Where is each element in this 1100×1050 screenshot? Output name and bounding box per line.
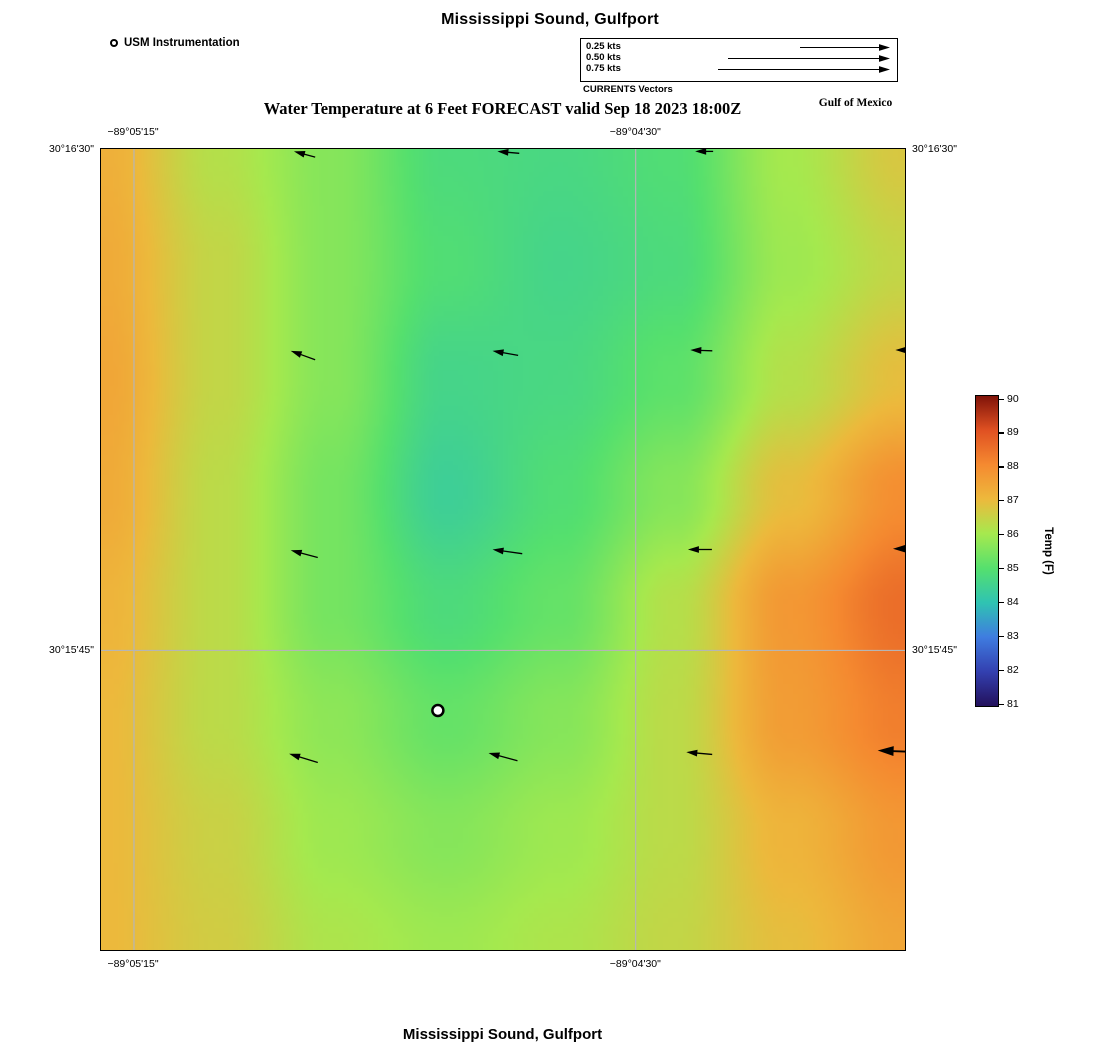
temperature-map: [100, 148, 906, 951]
figure-title-bottom: Mississippi Sound, Gulfport: [402, 1026, 603, 1043]
colorbar-tick-label: 88: [1007, 460, 1019, 473]
axis-tick-label: −89°05'15": [107, 126, 159, 138]
axis-tick-label: 30°15'45": [49, 643, 94, 656]
current-vector-arrow: [497, 149, 520, 156]
colorbar-tick-label: 85: [1007, 561, 1019, 574]
map-overlay: [101, 149, 905, 950]
current-vector-arrow: [895, 347, 905, 354]
current-speed-arrows: [718, 44, 890, 73]
current-vector-arrow: [289, 753, 318, 764]
axis-tick-label: −89°05'15": [107, 958, 159, 970]
current-vector-arrow: [492, 349, 519, 357]
current-speed-label: 0.50 kts: [586, 52, 621, 63]
legend-arrow: [728, 55, 890, 62]
current-vector-arrow: [695, 149, 714, 155]
colorbar-tick-label: 89: [1007, 426, 1019, 439]
colorbar-tick: [999, 466, 1004, 468]
axis-tick-label: −89°04'30": [609, 126, 661, 138]
axis-tick-label: −89°04'30": [609, 958, 661, 970]
colorbar-tick-label: 86: [1007, 528, 1019, 541]
current-vector-arrow: [290, 549, 318, 559]
current-vector-arrow: [492, 547, 523, 555]
colorbar-tick-label: 81: [1007, 697, 1019, 710]
instrumentation-legend-label: USM Instrumentation: [124, 37, 240, 49]
axis-tick-label: 30°16'30": [912, 143, 957, 156]
instrumentation-legend: USM Instrumentation: [110, 37, 240, 49]
current-speed-label: 0.25 kts: [586, 41, 621, 52]
region-label: Gulf of Mexico: [818, 97, 893, 109]
current-vector-arrow: [686, 749, 713, 757]
colorbar-tick: [999, 534, 1004, 536]
colorbar-tick: [999, 432, 1004, 434]
colorbar-tick: [999, 601, 1004, 604]
colorbar-tick-label: 84: [1007, 595, 1019, 608]
legend-arrow: [718, 66, 890, 73]
figure-title-top: Mississippi Sound, Gulfport: [441, 11, 659, 28]
colorbar-tick: [999, 703, 1004, 705]
currents-legend-box: 0.25 kts 0.50 kts 0.75 kts: [580, 38, 898, 82]
colorbar: [975, 395, 999, 707]
axis-tick-label: 30°16'30": [49, 143, 94, 156]
colorbar-tick-label: 90: [1007, 392, 1019, 405]
colorbar-tick-label: 82: [1007, 663, 1019, 676]
figure-subtitle: Water Temperature at 6 Feet FORECAST val…: [263, 99, 742, 118]
current-vector-arrow: [687, 546, 712, 553]
colorbar-label: Temp (F): [1042, 527, 1054, 575]
current-vector-arrow: [293, 150, 316, 158]
colorbar-tick-label: 87: [1007, 494, 1019, 507]
colorbar-tick: [999, 669, 1004, 671]
current-vector-arrow: [892, 544, 905, 553]
current-vector-arrow: [877, 746, 905, 757]
station-marker: [431, 703, 445, 718]
colorbar-tick: [999, 635, 1004, 638]
current-vector-arrow: [290, 350, 316, 361]
currents-legend-title: CURRENTS Vectors: [583, 84, 673, 95]
legend-arrow: [800, 44, 890, 51]
station-marker-icon: [110, 39, 118, 47]
colorbar-tick: [999, 500, 1004, 502]
current-speed-label: 0.75 kts: [586, 63, 621, 74]
axis-tick-label: 30°15'45": [912, 643, 957, 656]
colorbar-tick-label: 83: [1007, 629, 1019, 642]
colorbar-tick: [999, 567, 1004, 570]
current-vector-arrow: [488, 752, 518, 762]
current-vector-arrow: [690, 347, 713, 354]
colorbar-tick: [999, 398, 1004, 400]
